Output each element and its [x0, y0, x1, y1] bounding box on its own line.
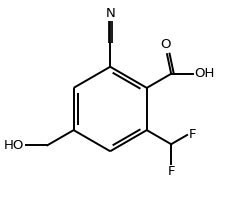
Text: F: F — [167, 165, 175, 178]
Text: N: N — [105, 7, 115, 20]
Text: OH: OH — [194, 67, 214, 80]
Text: O: O — [161, 38, 171, 51]
Text: F: F — [188, 128, 196, 141]
Text: HO: HO — [4, 139, 24, 152]
